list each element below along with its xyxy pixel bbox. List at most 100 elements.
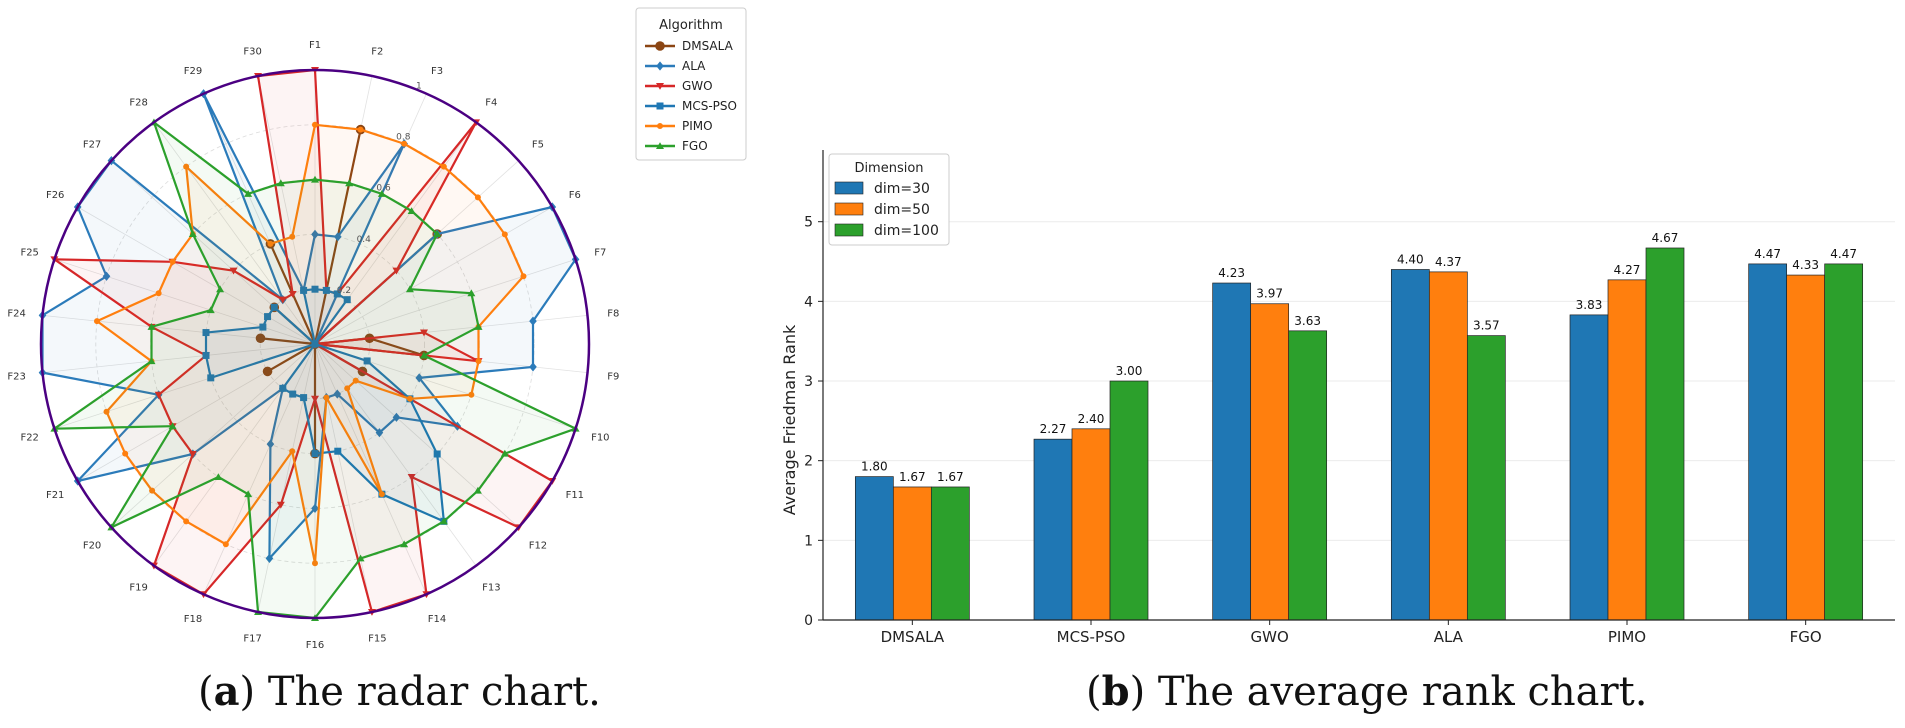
radar-axis-label: F25 <box>20 247 38 258</box>
bar-value-label: 3.57 <box>1473 319 1500 333</box>
radar-spoke <box>42 343 316 374</box>
radar-point-mcs-pso <box>279 384 287 392</box>
radar-point-fgo <box>147 323 156 330</box>
radar-axis-label: F2 <box>371 47 383 58</box>
bar-value-label: 1.67 <box>899 470 926 484</box>
radar-series-pimo <box>94 121 527 567</box>
radar-spoke <box>54 258 316 345</box>
radar-legend-label: PIMO <box>682 119 713 133</box>
radar-axis-label: F28 <box>129 97 147 108</box>
bar-x-tick-label: DMSALA <box>881 628 945 646</box>
radar-point-pimo <box>440 163 447 170</box>
radar-spoke <box>314 343 477 566</box>
radar-point-pimo <box>474 194 481 201</box>
radar-point-pimo <box>183 163 190 170</box>
bar-value-label: 4.40 <box>1397 252 1424 266</box>
radar-point-ala <box>266 439 275 449</box>
radar-radial-tick-label: 0.2 <box>337 286 351 296</box>
radar-point-gwo <box>311 395 319 403</box>
radar-point-pimo <box>149 487 156 494</box>
radar-point-pimo <box>94 318 101 325</box>
radar-axis-label: F7 <box>594 247 606 258</box>
radar-point-fgo <box>147 357 156 365</box>
radar-axis-label: F20 <box>83 541 101 552</box>
radar-legend-label: ALA <box>682 59 706 73</box>
radar-point-fgo <box>188 230 197 237</box>
radar-radial-tick-label: 0.4 <box>357 235 372 245</box>
radar-point-pimo <box>103 408 110 415</box>
radar-point-pimo <box>289 448 296 455</box>
radar-spoke <box>314 343 373 613</box>
radar-point-pimo <box>122 450 129 457</box>
radar-point-fgo <box>439 517 448 525</box>
radar-point-ala <box>529 362 537 372</box>
bar-legend-label: dim=50 <box>874 202 930 218</box>
radar-point-fgo <box>474 323 483 330</box>
radar-axis-labels: F1 F2 F3 F4 F5 F6 F7 F8 F9 F10 F11 F12 F13 F14 F15 F16 F… <box>7 40 619 651</box>
radar-axis-label: F19 <box>129 583 147 594</box>
radar-legend-label: FGO <box>682 139 708 153</box>
radar-axis-label: F4 <box>485 97 497 108</box>
bar-legend-swatch <box>834 223 864 237</box>
radar-point-gwo <box>276 501 285 509</box>
bar-y-axis-title: Average Friedman Rank <box>780 324 799 515</box>
radar-legend-label: MCS-PSO <box>682 99 737 113</box>
radar-point-fgo <box>168 422 177 430</box>
radar-point-fgo <box>206 306 215 314</box>
bar-value-label: 4.67 <box>1652 231 1679 245</box>
radar-point-mcs-pso <box>300 394 308 402</box>
radar-point-ala <box>311 229 319 239</box>
bar-dim-100 <box>1466 335 1506 621</box>
bar-axes: 0 1 2 3 4 5 DMSALA MCS-PSO GWO ALA PIMO FGO Average … <box>780 150 1895 646</box>
radar-axis-label: F1 <box>309 40 321 51</box>
bar-dim-30 <box>1569 314 1609 621</box>
bar-dim-30 <box>1390 269 1430 621</box>
bar-y-tick-label: 3 <box>804 374 813 390</box>
radar-point-pimo <box>352 377 359 384</box>
radar-spoke <box>77 206 316 345</box>
radar-point-gwo <box>407 474 416 481</box>
radar-point-fgo <box>244 190 253 197</box>
radar-point-fgo <box>433 230 442 237</box>
bar-value-label: 4.47 <box>1830 247 1857 261</box>
bar-dim-100 <box>1645 247 1685 621</box>
radar-point-mcs-pso <box>300 286 308 294</box>
bar-legend: Dimension dim=30 dim=50 dim=100 <box>828 153 950 246</box>
radar-point-gwo <box>188 451 197 458</box>
radar-point-ala <box>265 553 274 564</box>
radar-point-pimo <box>323 394 330 401</box>
radar-legend-marker <box>656 142 664 149</box>
bar-value-label: 4.33 <box>1792 258 1819 272</box>
radar-outer-rim <box>39 68 591 620</box>
bar-dim-30 <box>1212 282 1252 621</box>
radar-axis-label: F6 <box>569 190 581 201</box>
radar-axis-label: F10 <box>591 433 609 444</box>
radar-point-fgo <box>405 285 414 293</box>
radar-spoke <box>314 258 576 345</box>
bar-y-tick-label: 2 <box>804 454 813 470</box>
radar-point-mcs-pso <box>259 323 267 331</box>
bar-dim-30 <box>854 476 894 621</box>
radar-point-pimo <box>222 541 229 548</box>
radar-point-mcs-pso <box>207 374 215 382</box>
radar-axis-label: F9 <box>607 371 619 382</box>
radar-point-fgo <box>500 449 509 457</box>
bar-value-label: 4.47 <box>1754 247 1781 261</box>
bar-series-dim-50: 1.67 2.40 3.97 4.37 4.27 4.33 <box>892 255 1826 621</box>
radar-point-pimo <box>155 290 162 297</box>
radar-point-pimo <box>401 140 408 147</box>
radar-point-pimo <box>169 258 176 265</box>
radar-point-fgo <box>473 486 482 494</box>
radar-point-pimo <box>357 126 364 133</box>
radar-series <box>38 67 580 621</box>
bar-y-tick-label: 5 <box>804 215 813 231</box>
bar-value-label: 3.63 <box>1294 314 1321 328</box>
radar-point-mcs-pso <box>322 286 330 294</box>
radar-spoke <box>111 343 316 528</box>
radar-point-mcs-pso <box>311 285 319 293</box>
bar-legend-swatch <box>834 202 864 216</box>
radar-point-pimo <box>520 273 527 280</box>
radar-radial-tick-label: 0.8 <box>396 133 411 143</box>
radar-point-mcs-pso <box>311 340 319 348</box>
caption-bar: (b) The average rank chart. <box>1086 668 1648 715</box>
